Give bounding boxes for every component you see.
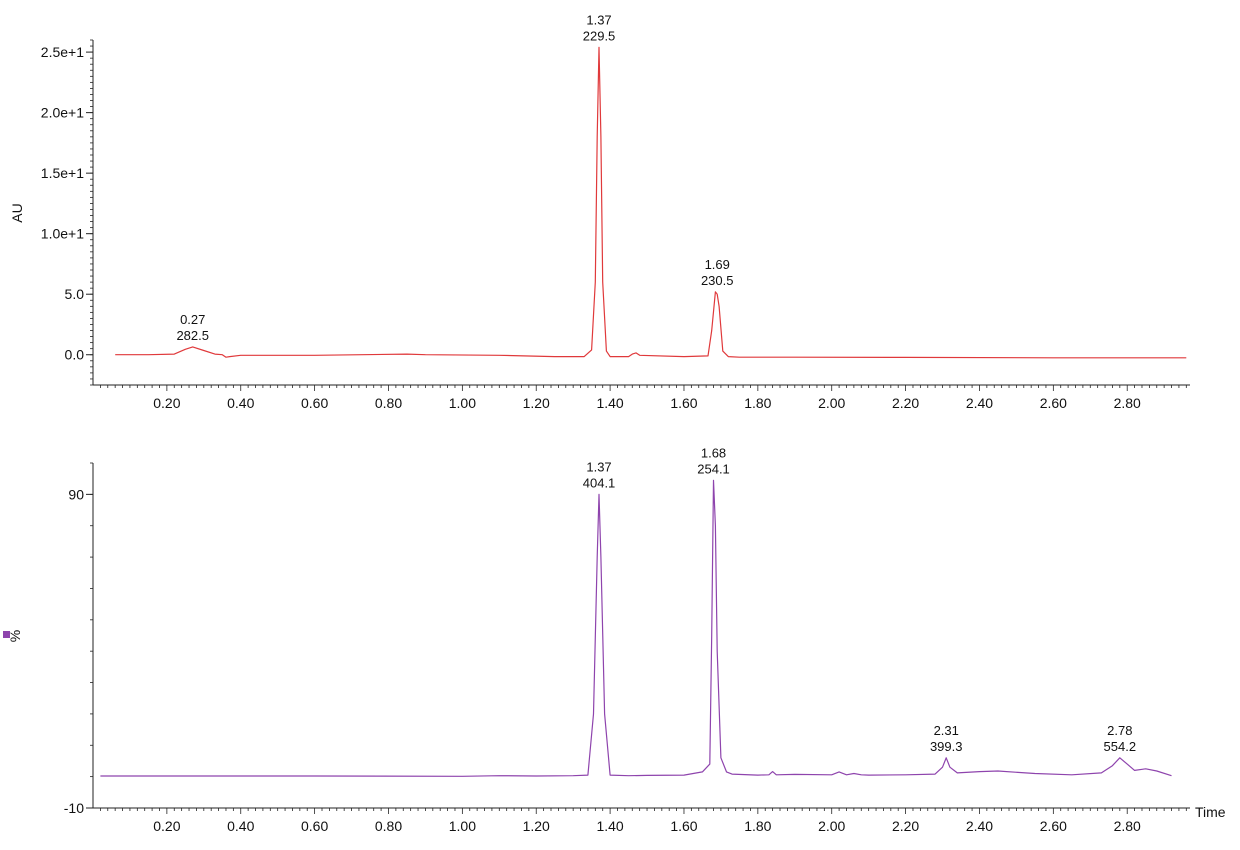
chart-1-x-tick-label: 2.60 <box>1040 395 1067 411</box>
chart-1-y-tick-label: 1.5e+1 <box>41 165 84 181</box>
chart-2-x-tick-label: 2.60 <box>1040 818 1067 834</box>
chart-1-y-tick-label: 5.0 <box>65 286 85 302</box>
chart-1-x-tick-label: 1.20 <box>523 395 550 411</box>
chart-1-y-tick-label: 2.5e+1 <box>41 44 84 60</box>
chart-1-panel: 0.20 0.40 0.60 0.80 1.00 1.20 1.40 1.60 1.80 2.00… <box>9 12 1190 411</box>
peak-mass-label: 282.5 <box>176 328 209 343</box>
peak-retention-time-label: 1.68 <box>701 445 726 460</box>
peak-mass-label: 229.5 <box>583 28 616 43</box>
chart-1-x-tick-label: 2.20 <box>892 395 919 411</box>
chart-1-x-tick-label: 0.40 <box>227 395 254 411</box>
chart-2-x-tick-label: 2.80 <box>1114 818 1141 834</box>
chart-1-x-tick-label: 1.00 <box>449 395 476 411</box>
chart-1-x-tick-label: 2.40 <box>966 395 993 411</box>
peak-mass-label: 254.1 <box>697 461 730 476</box>
chart-2-x-tick-label: 2.40 <box>966 818 993 834</box>
chart-2-x-tick-label: 1.80 <box>744 818 771 834</box>
peak-retention-time-label: 2.78 <box>1107 723 1132 738</box>
chart-1-y-tick-label: 0.0 <box>65 347 85 363</box>
peak-mass-label: 554.2 <box>1104 739 1137 754</box>
peak-retention-time-label: 1.69 <box>705 257 730 272</box>
chart-1-x-tick-label: 0.80 <box>375 395 402 411</box>
chart-1-x-tick-label: 1.40 <box>596 395 623 411</box>
chart-2-x-tick-label: 1.00 <box>449 818 476 834</box>
chart-2-x-tick-label: 0.40 <box>227 818 254 834</box>
series-color-swatch <box>3 631 10 638</box>
chart-2-x-tick-label: 2.20 <box>892 818 919 834</box>
chart-2-x-tick-label: 0.20 <box>153 818 180 834</box>
chart-1-x-tick-label: 1.80 <box>744 395 771 411</box>
chart-1-x-tick-label: 2.00 <box>818 395 845 411</box>
chart-1-x-tick-label: 0.20 <box>153 395 180 411</box>
chart-2-y-axis-title: % <box>7 630 23 642</box>
peak-retention-time-label: 2.31 <box>934 723 959 738</box>
chart-2-series-line <box>100 479 1172 777</box>
chart-2-x-tick-label: 2.00 <box>818 818 845 834</box>
peak-retention-time-label: 0.27 <box>180 312 205 327</box>
peak-mass-label: 230.5 <box>701 273 734 288</box>
chart-1-series-line <box>115 46 1187 359</box>
peak-mass-label: 404.1 <box>583 475 616 490</box>
chart-1-x-tick-label: 1.60 <box>670 395 697 411</box>
peak-mass-label: 399.3 <box>930 739 963 754</box>
chart-1-x-tick-label: 2.80 <box>1114 395 1141 411</box>
chart-2-y-tick-label: -10 <box>64 800 84 816</box>
peak-retention-time-label: 1.37 <box>586 459 611 474</box>
chart-1-y-tick-label: 2.0e+1 <box>41 105 84 121</box>
chart-2-x-tick-label: 0.60 <box>301 818 328 834</box>
chart-2-x-tick-label: 1.20 <box>523 818 550 834</box>
chart-1-y-tick-label: 1.0e+1 <box>41 226 84 242</box>
chart-2-x-tick-label: 0.80 <box>375 818 402 834</box>
peak-retention-time-label: 1.37 <box>586 12 611 27</box>
chart-2-panel: 0.20 0.40 0.60 0.80 1.00 1.20 1.40 1.60 1.80 2.00… <box>3 445 1226 834</box>
chart-2-x-axis-title: Time <box>1195 804 1226 820</box>
chart-1-x-tick-label: 0.60 <box>301 395 328 411</box>
chart-2-x-tick-label: 1.60 <box>670 818 697 834</box>
chart-2-x-tick-label: 1.40 <box>596 818 623 834</box>
chart-2-y-tick-label: 90 <box>68 486 84 502</box>
chart-1-y-axis-title: AU <box>9 203 25 222</box>
